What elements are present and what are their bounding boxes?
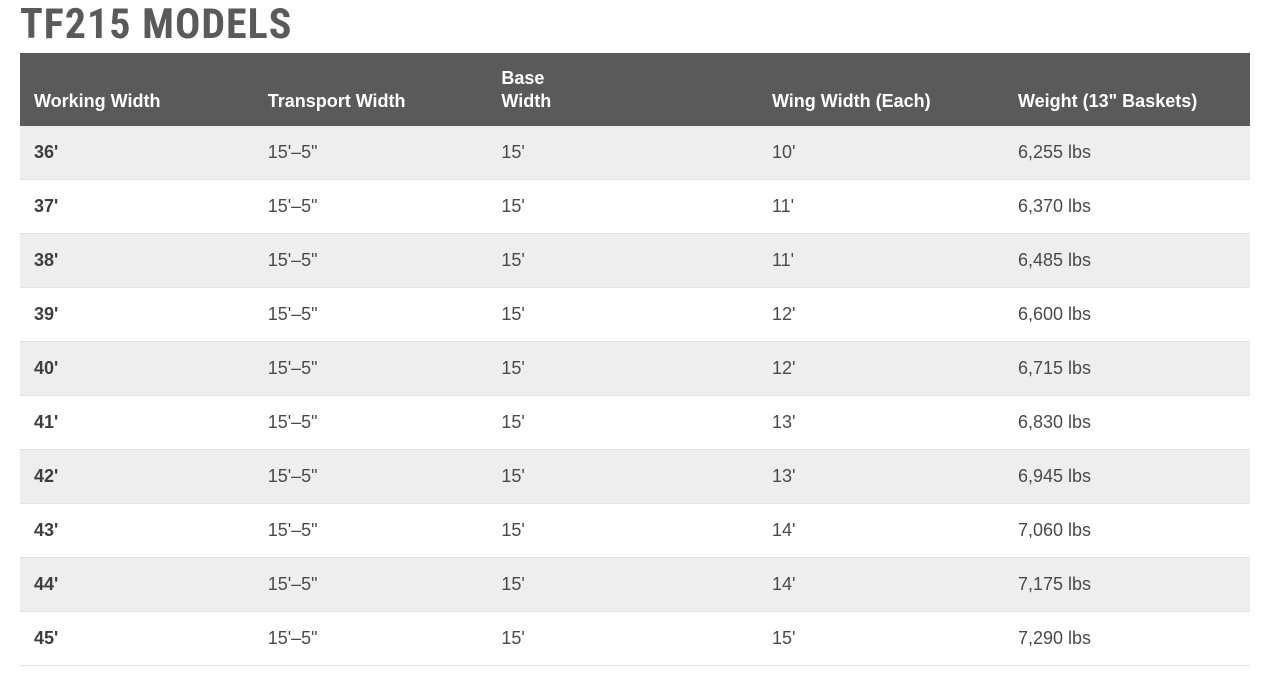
cell: 14' xyxy=(758,558,1004,612)
cell: 12' xyxy=(758,342,1004,396)
cell: 43' xyxy=(20,504,254,558)
cell: 15'–5" xyxy=(254,180,488,234)
cell: 15' xyxy=(758,612,1004,666)
cell: 6,255 lbs xyxy=(1004,126,1250,180)
cell: 15'–5" xyxy=(254,612,488,666)
cell: 7,060 lbs xyxy=(1004,504,1250,558)
cell: 7,175 lbs xyxy=(1004,558,1250,612)
cell: 15' xyxy=(487,450,758,504)
cell: 7,290 lbs xyxy=(1004,612,1250,666)
table-row: 43'15'–5"15'14'7,060 lbs xyxy=(20,504,1250,558)
cell: 15' xyxy=(487,612,758,666)
table-row: 45'15'–5"15'15'7,290 lbs xyxy=(20,612,1250,666)
cell: 15'–5" xyxy=(254,558,488,612)
cell: 15' xyxy=(487,558,758,612)
cell: 11' xyxy=(758,180,1004,234)
table-row: 39'15'–5"15'12'6,600 lbs xyxy=(20,288,1250,342)
cell: 38' xyxy=(20,234,254,288)
cell: 15'–5" xyxy=(254,234,488,288)
col-header: Working Width xyxy=(20,53,254,126)
cell: 39' xyxy=(20,288,254,342)
cell: 36' xyxy=(20,126,254,180)
cell: 10' xyxy=(758,126,1004,180)
col-header: Wing Width (Each) xyxy=(758,53,1004,126)
col-header: Weight (13" Baskets) xyxy=(1004,53,1250,126)
table-body: 36'15'–5"15'10'6,255 lbs 37'15'–5"15'11'… xyxy=(20,126,1250,666)
col-header-line2: Width xyxy=(501,91,551,111)
cell: 45' xyxy=(20,612,254,666)
cell: 40' xyxy=(20,342,254,396)
cell: 15' xyxy=(487,234,758,288)
cell: 44' xyxy=(20,558,254,612)
cell: 15'–5" xyxy=(254,288,488,342)
table-row: 44'15'–5"15'14'7,175 lbs xyxy=(20,558,1250,612)
cell: 15'–5" xyxy=(254,450,488,504)
cell: 6,370 lbs xyxy=(1004,180,1250,234)
table-row: 40'15'–5"15'12'6,715 lbs xyxy=(20,342,1250,396)
page-title: TF215 MODELS xyxy=(20,0,1250,49)
table-row: 36'15'–5"15'10'6,255 lbs xyxy=(20,126,1250,180)
table-row: 38'15'–5"15'11'6,485 lbs xyxy=(20,234,1250,288)
page-wrap: TF215 MODELS Working Width Transport Wid… xyxy=(0,0,1270,686)
cell: 15' xyxy=(487,126,758,180)
col-header-line1: Base xyxy=(501,68,544,88)
cell: 15'–5" xyxy=(254,504,488,558)
table-header-row: Working Width Transport Width Base Width… xyxy=(20,53,1250,126)
cell: 15' xyxy=(487,288,758,342)
table-row: 41'15'–5"15'13'6,830 lbs xyxy=(20,396,1250,450)
cell: 41' xyxy=(20,396,254,450)
cell: 6,945 lbs xyxy=(1004,450,1250,504)
cell: 11' xyxy=(758,234,1004,288)
cell: 15' xyxy=(487,342,758,396)
cell: 13' xyxy=(758,450,1004,504)
cell: 6,485 lbs xyxy=(1004,234,1250,288)
cell: 15' xyxy=(487,180,758,234)
cell: 15'–5" xyxy=(254,396,488,450)
table-row: 42'15'–5"15'13'6,945 lbs xyxy=(20,450,1250,504)
cell: 15' xyxy=(487,396,758,450)
cell: 15'–5" xyxy=(254,126,488,180)
col-header: Transport Width xyxy=(254,53,488,126)
cell: 14' xyxy=(758,504,1004,558)
table-row: 37'15'–5"15'11'6,370 lbs xyxy=(20,180,1250,234)
models-table: Working Width Transport Width Base Width… xyxy=(20,53,1250,666)
cell: 15' xyxy=(487,504,758,558)
cell: 6,830 lbs xyxy=(1004,396,1250,450)
cell: 6,600 lbs xyxy=(1004,288,1250,342)
cell: 6,715 lbs xyxy=(1004,342,1250,396)
cell: 15'–5" xyxy=(254,342,488,396)
cell: 12' xyxy=(758,288,1004,342)
cell: 37' xyxy=(20,180,254,234)
table-header: Working Width Transport Width Base Width… xyxy=(20,53,1250,126)
col-header: Base Width xyxy=(487,53,758,126)
cell: 13' xyxy=(758,396,1004,450)
cell: 42' xyxy=(20,450,254,504)
